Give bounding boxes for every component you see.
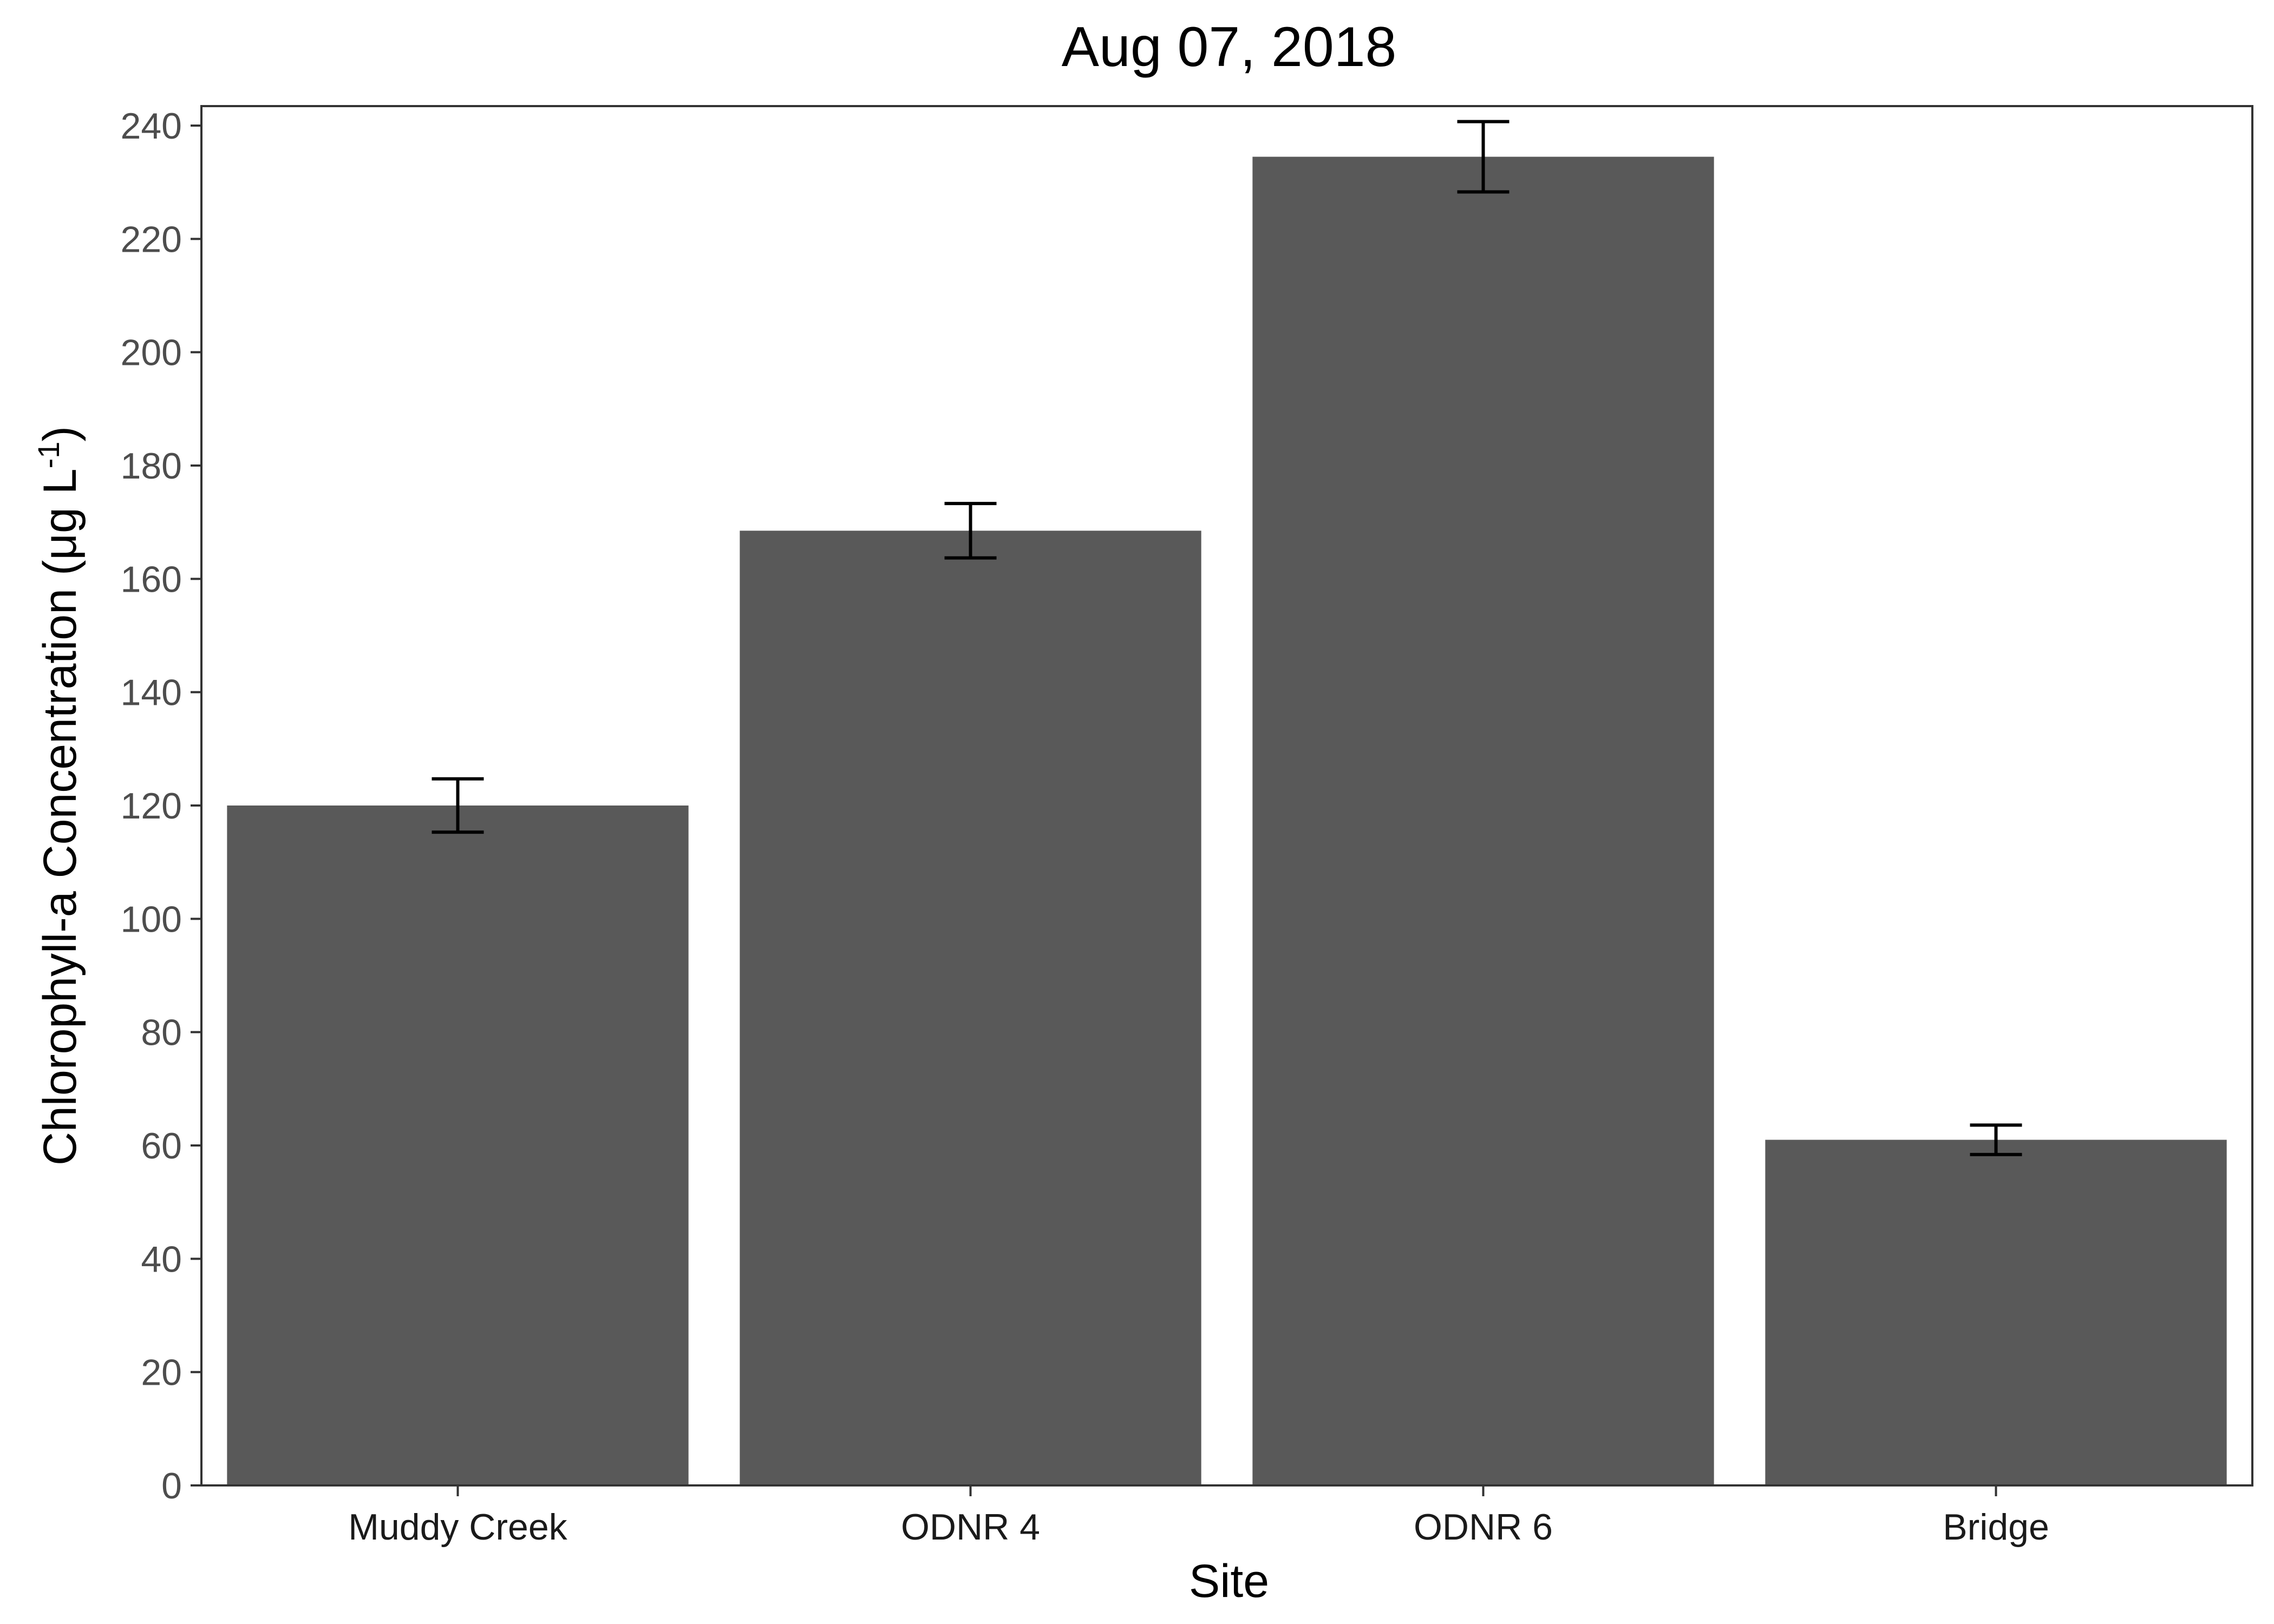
x-tick-label: Bridge <box>1943 1507 2049 1548</box>
x-tick-label: Muddy Creek <box>348 1507 567 1548</box>
y-axis-title: Chlorophyll-a Concentration (μg L-1) <box>31 426 87 1165</box>
y-tick-label: 140 <box>121 672 182 713</box>
error-bar <box>1457 120 1510 194</box>
y-tick-label: 180 <box>121 446 182 487</box>
y-tick-label: 40 <box>141 1239 182 1280</box>
y-tick-label: 160 <box>121 559 182 600</box>
x-axis-title: Site <box>1189 1555 1269 1607</box>
x-axis: Muddy Creek ODNR 4 ODNR 6 Bridge <box>348 1485 2049 1548</box>
y-axis: 0 20 40 60 80 100 120 140 160 180 200 220 240 <box>121 106 201 1507</box>
bar <box>1765 1140 2227 1485</box>
y-tick-label: 240 <box>121 106 182 147</box>
bar <box>227 806 689 1485</box>
y-tick-label: 20 <box>141 1352 182 1393</box>
error-bar <box>432 777 484 834</box>
y-tick-label: 0 <box>161 1465 182 1507</box>
x-tick-label: ODNR 4 <box>901 1507 1040 1548</box>
y-axis-title-suffix: ) <box>34 426 86 442</box>
plot-panel-border <box>200 105 2253 1487</box>
y-tick-label: 220 <box>121 219 182 260</box>
error-bar <box>944 502 997 560</box>
y-axis-title-superscript: -1 <box>31 442 66 469</box>
y-tick-label: 80 <box>141 1012 182 1053</box>
chart-title: Aug 07, 2018 <box>1062 16 1397 78</box>
y-tick-label: 200 <box>121 332 182 374</box>
errorbars-layer <box>432 120 2022 1156</box>
bar <box>740 531 1201 1485</box>
y-tick-label: 100 <box>121 899 182 940</box>
y-tick-label: 120 <box>121 785 182 827</box>
error-bar <box>1970 1123 2022 1156</box>
y-axis-title-main: Chlorophyll-a Concentration (μg L <box>34 468 86 1165</box>
x-tick-label: ODNR 6 <box>1414 1507 1553 1548</box>
bar <box>1252 156 1714 1486</box>
bars-layer <box>227 156 2227 1486</box>
y-tick-label: 60 <box>141 1125 182 1167</box>
